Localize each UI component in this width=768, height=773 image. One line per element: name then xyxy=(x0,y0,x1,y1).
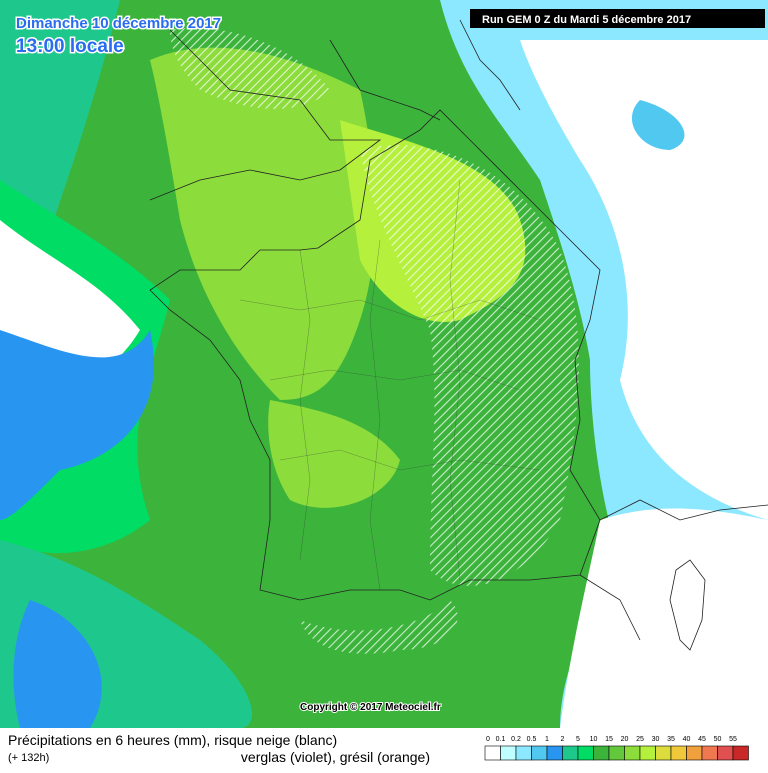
clear-area xyxy=(560,508,768,728)
legend-swatch xyxy=(717,745,734,761)
run-info: Run GEM 0 Z du Mardi 5 décembre 2017 xyxy=(482,14,691,26)
legend-label: 10 xyxy=(590,736,598,743)
legend-label: 25 xyxy=(636,736,644,743)
legend-label: 45 xyxy=(698,736,706,743)
legend-swatch xyxy=(562,745,579,761)
precip-area xyxy=(631,100,685,150)
legend-label: 30 xyxy=(652,736,660,743)
precip-area xyxy=(150,47,375,400)
time-title: 13:00 locale xyxy=(16,36,124,57)
legend-swatch xyxy=(515,745,532,761)
legend-swatch xyxy=(639,745,656,761)
legend-swatch xyxy=(531,745,548,761)
legend-label: 40 xyxy=(683,736,691,743)
region-borders xyxy=(239,179,541,591)
snow-risk xyxy=(360,144,579,586)
legend-label: 0.1 xyxy=(496,736,506,743)
legend-swatch xyxy=(500,745,517,761)
legend-swatch xyxy=(701,745,718,761)
legend-label: 0.2 xyxy=(511,736,521,743)
caption-line1: Précipitations en 6 heures (mm), risque … xyxy=(8,732,337,748)
copyright: Copyright © 2017 Meteociel.fr xyxy=(300,702,441,713)
legend-label: 0 xyxy=(486,736,490,743)
precip-area xyxy=(0,330,154,520)
legend-swatch xyxy=(593,745,610,761)
legend-label: 1 xyxy=(545,736,549,743)
run-box xyxy=(470,9,765,28)
country-border xyxy=(149,109,601,601)
coastline xyxy=(149,19,521,201)
legend-swatch xyxy=(484,745,501,761)
clear-area xyxy=(520,40,768,520)
caption-line2: verglas (violet), grésil (orange) xyxy=(241,749,430,765)
legend-label: 55 xyxy=(729,736,737,743)
legend-swatch xyxy=(686,745,703,761)
legend-swatch xyxy=(655,745,672,761)
corsica xyxy=(669,559,706,651)
legend-swatch xyxy=(608,745,625,761)
precip-area xyxy=(268,400,400,508)
coastline xyxy=(579,499,768,641)
legend-label: 2 xyxy=(561,736,565,743)
legend-swatch xyxy=(546,745,563,761)
legend-label: 20 xyxy=(621,736,629,743)
caption-lead: (+ 132h) xyxy=(8,752,49,764)
snow-risk xyxy=(300,600,458,654)
date-title: Dimanche 10 décembre 2017 xyxy=(16,15,221,32)
legend: 0 0.1 0.2 0.5 1 2 5 10 15 20 25 30 35 40 45 50 55 xyxy=(484,736,749,761)
legend-label: 5 xyxy=(576,736,580,743)
map: Dimanche 10 décembre 2017 13:00 locale R… xyxy=(0,0,768,728)
legend-label: 35 xyxy=(667,736,675,743)
snow-risk xyxy=(170,28,330,109)
legend-swatch xyxy=(732,745,749,761)
precip-area xyxy=(13,600,102,728)
legend-label: 0.5 xyxy=(527,736,537,743)
legend-swatch xyxy=(670,745,687,761)
legend-label: 50 xyxy=(714,736,722,743)
legend-swatch xyxy=(624,745,641,761)
legend-label: 15 xyxy=(605,736,613,743)
legend-swatch xyxy=(577,745,594,761)
